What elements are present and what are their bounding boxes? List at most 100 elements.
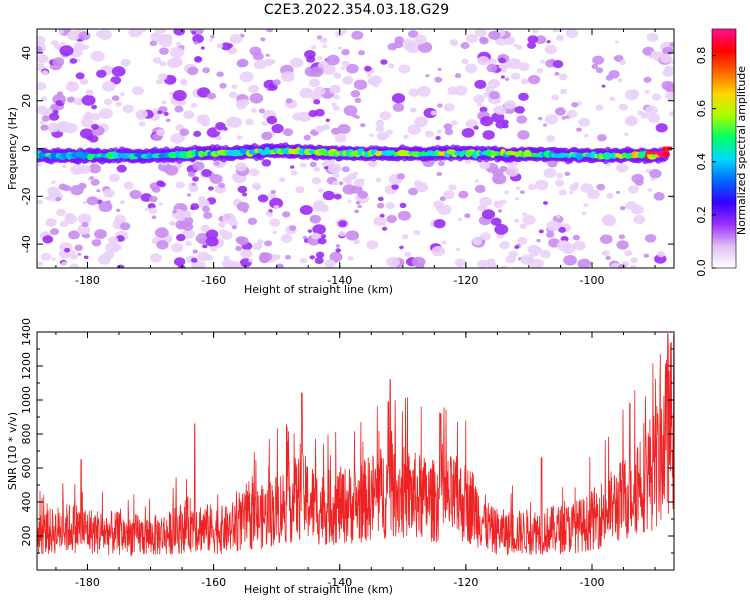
- noise-blob: [285, 254, 291, 260]
- noise-blob: [70, 250, 76, 255]
- noise-blob: [514, 106, 525, 114]
- noise-blob: [375, 177, 382, 183]
- noise-blob: [67, 96, 76, 103]
- noise-blob: [619, 59, 626, 66]
- noise-blob: [55, 196, 62, 202]
- noise-blob: [561, 116, 567, 120]
- noise-blob: [556, 215, 561, 219]
- noise-blob: [236, 201, 250, 212]
- colorbar-tick-label: 0.8: [695, 47, 708, 65]
- noise-blob: [58, 29, 64, 34]
- noise-blob: [278, 177, 286, 183]
- noise-blob: [198, 199, 210, 208]
- noise-blob: [105, 242, 120, 254]
- noise-blob: [261, 121, 268, 126]
- noise-blob: [82, 200, 88, 205]
- noise-blob: [630, 90, 640, 97]
- noise-blob: [237, 185, 248, 194]
- noise-blob: [103, 250, 115, 260]
- noise-blob: [399, 202, 407, 208]
- noise-blob: [617, 78, 623, 83]
- noise-blob: [664, 91, 674, 101]
- noise-blob: [465, 159, 472, 164]
- noise-blob: [540, 59, 546, 64]
- noise-blob: [154, 227, 169, 238]
- noise-blob: [317, 237, 327, 245]
- noise-blob: [91, 104, 97, 110]
- noise-blob: [103, 98, 113, 106]
- noise-blob: [401, 234, 409, 240]
- noise-blob: [309, 66, 324, 78]
- noise-blob: [247, 217, 258, 225]
- noise-blob: [90, 178, 100, 186]
- noise-blob: [67, 30, 81, 41]
- noise-blob: [45, 218, 57, 227]
- noise-blob: [500, 199, 507, 205]
- noise-blob: [96, 69, 107, 78]
- noise-blob: [534, 35, 547, 44]
- noise-blob: [300, 162, 307, 168]
- noise-blob: [235, 162, 247, 172]
- noise-blob: [367, 73, 372, 78]
- noise-blob: [341, 29, 348, 34]
- noise-blob: [236, 135, 243, 140]
- noise-blob: [333, 72, 342, 79]
- noise-blob: [519, 190, 525, 195]
- noise-blob: [216, 71, 224, 77]
- noise-blob: [83, 255, 89, 260]
- noise-blob: [149, 40, 158, 47]
- noise-blob: [122, 104, 134, 114]
- noise-blob: [156, 180, 165, 187]
- noise-blob: [373, 216, 387, 227]
- noise-blob: [69, 58, 78, 64]
- noise-blob: [184, 217, 189, 221]
- noise-blob: [566, 109, 578, 118]
- noise-blob: [201, 169, 212, 177]
- noise-blob: [600, 234, 613, 244]
- noise-blob: [37, 82, 47, 91]
- noise-blob: [187, 66, 199, 76]
- noise-blob: [299, 258, 308, 264]
- noise-blob: [335, 248, 342, 253]
- spectrogram-ylabel: Frequency (Hz): [6, 107, 19, 190]
- noise-blob: [358, 50, 365, 56]
- noise-blob: [531, 29, 539, 34]
- noise-blob: [260, 37, 266, 42]
- noise-blob: [546, 231, 555, 238]
- noise-blob: [203, 211, 213, 219]
- noise-blob: [552, 60, 564, 69]
- noise-blob: [618, 263, 626, 268]
- noise-blob: [385, 202, 395, 210]
- noise-blob: [60, 41, 65, 45]
- noise-blob: [187, 171, 196, 178]
- noise-blob: [208, 186, 214, 191]
- noise-blob: [498, 57, 506, 64]
- noise-blob: [163, 111, 169, 116]
- noise-blob: [479, 196, 492, 207]
- noise-blob: [86, 196, 99, 206]
- noise-blob: [351, 30, 364, 40]
- noise-blob: [172, 90, 187, 101]
- noise-blob: [660, 53, 673, 64]
- snr-ytick-label: 1400: [20, 318, 33, 346]
- noise-blob: [486, 258, 496, 266]
- noise-blob: [474, 184, 486, 194]
- noise-blob: [129, 189, 142, 200]
- noise-blob: [272, 254, 281, 261]
- noise-blob: [48, 112, 60, 121]
- noise-blob: [497, 209, 503, 213]
- noise-blob: [205, 229, 219, 240]
- noise-blob: [51, 40, 59, 46]
- noise-blob: [668, 111, 674, 117]
- noise-blob: [392, 102, 405, 112]
- noise-blob: [74, 244, 83, 251]
- noise-blob: [504, 100, 516, 110]
- noise-blob: [527, 35, 539, 44]
- noise-blob: [387, 43, 398, 51]
- noise-blob: [347, 256, 354, 261]
- noise-blob: [114, 214, 127, 224]
- noise-blob: [148, 207, 158, 215]
- noise-blob: [540, 250, 551, 259]
- noise-blob: [460, 42, 470, 49]
- noise-blob: [657, 251, 665, 258]
